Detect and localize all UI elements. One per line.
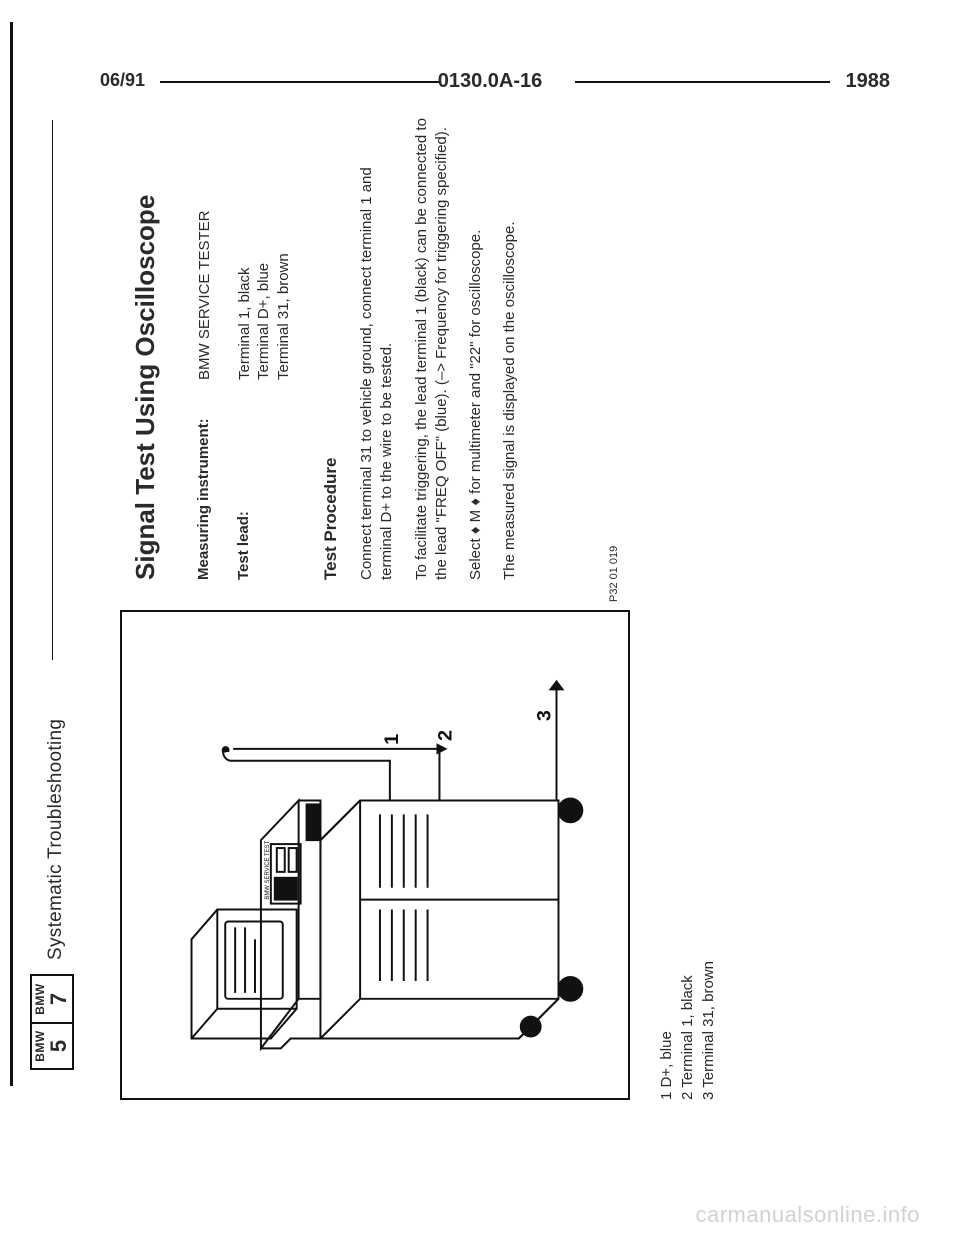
service-tester-diagram: 1 2 3 BMW SERVICE TEST: [122, 612, 628, 1098]
legend-item: 2 Terminal 1, black: [677, 961, 698, 1100]
badge-brand: BMW: [34, 983, 46, 1015]
figure-legend: 1 D+, blue 2 Terminal 1, black 3 Termina…: [656, 961, 719, 1100]
badge-brand: BMW: [34, 1030, 46, 1062]
model-badges: BMW 5 BMW 7: [30, 974, 74, 1070]
badge-number: 7: [48, 993, 70, 1005]
content-landscape: 1 2 3 BMW SERVICE TEST P32 01 019 1 D+, …: [100, 90, 840, 1100]
header-year: 1988: [846, 70, 891, 93]
text-column: Signal Test Using Oscilloscope Measuring…: [130, 110, 535, 580]
measuring-label: Measuring instrument:: [195, 380, 215, 580]
watermark: carmanualsonline.info: [695, 1202, 920, 1228]
measuring-instrument-row: Measuring instrument: BMW SERVICE TESTER: [195, 110, 215, 580]
callout-3: 3: [534, 710, 556, 721]
testlead-value: Terminal 1, black: [235, 110, 255, 380]
page: 06/91 0130.0A-16 1988 BMW 5 BMW 7 System…: [0, 0, 960, 1242]
figure-frame: 1 2 3 BMW SERVICE TEST: [120, 610, 630, 1100]
screen-label: BMW SERVICE TEST: [265, 840, 271, 899]
testlead-value: Terminal D+, blue: [254, 110, 274, 380]
section-label: Systematic Troubleshooting: [45, 719, 67, 960]
testlead-label: Test lead:: [235, 380, 294, 580]
header-date: 06/91: [100, 70, 145, 91]
page-title: Signal Test Using Oscilloscope: [130, 110, 161, 580]
section-rule: [52, 120, 53, 660]
badge-bmw7: BMW 7: [30, 974, 74, 1022]
measuring-value: BMW SERVICE TESTER: [195, 110, 215, 380]
procedure-step: Connect terminal 31 to vehicle ground, c…: [357, 110, 398, 580]
legend-item: 3 Terminal 31, brown: [698, 961, 719, 1100]
badge-bmw5: BMW 5: [30, 1022, 74, 1070]
procedure-step: The measured signal is displayed on the …: [500, 110, 520, 580]
callout-1: 1: [381, 734, 403, 745]
legend-item: 1 D+, blue: [656, 961, 677, 1100]
badge-number: 5: [48, 1040, 70, 1052]
procedure-heading: Test Procedure: [321, 110, 341, 580]
header-rule-right: [575, 81, 830, 83]
callout-2: 2: [434, 730, 456, 741]
figure-caption: P32 01 019: [608, 546, 620, 602]
procedure-step: To facilitate triggering, the lead termi…: [412, 110, 453, 580]
header-vertical-rule: [10, 22, 13, 1086]
header-rule-left: [160, 81, 440, 83]
test-lead-row: Test lead: Terminal 1, black Terminal D+…: [235, 110, 294, 580]
procedure-step: Select ♦ M ♦ for multimeter and "22" for…: [466, 110, 486, 580]
testlead-value: Terminal 31, brown: [274, 110, 294, 380]
